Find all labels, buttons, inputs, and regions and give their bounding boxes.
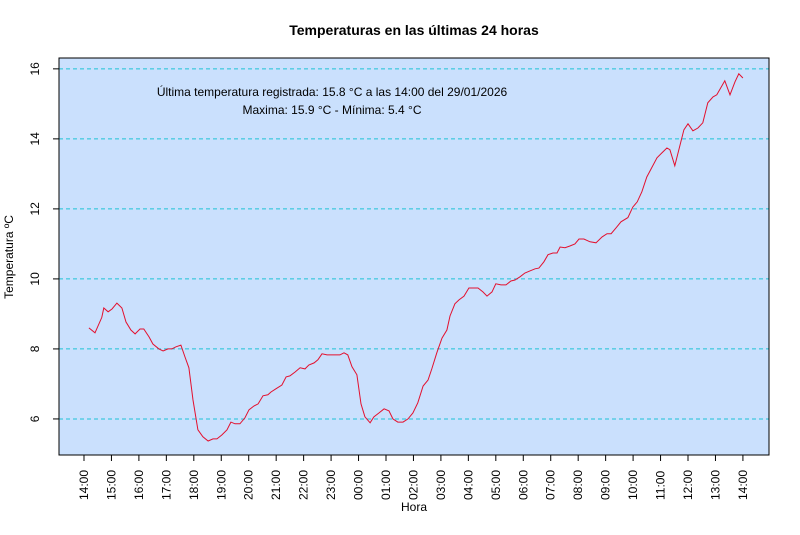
x-tick-label: 04:00 bbox=[461, 470, 475, 500]
x-axis: 14:00 15:00 16:00 17:00 18:00 19:00 20:00 21:00… bbox=[77, 454, 750, 500]
x-tick-label: 22:00 bbox=[297, 470, 311, 500]
y-tick-label: 6 bbox=[28, 415, 42, 422]
y-tick-label: 8 bbox=[28, 345, 42, 352]
x-tick-label: 12:00 bbox=[681, 470, 695, 500]
x-tick-label: 05:00 bbox=[489, 470, 503, 500]
x-tick-label: 01:00 bbox=[379, 470, 393, 500]
x-tick-label: 02:00 bbox=[406, 470, 420, 500]
temperature-line bbox=[88, 72, 744, 442]
x-tick-label: 23:00 bbox=[324, 470, 338, 500]
x-tick-label: 16:00 bbox=[132, 470, 146, 500]
x-tick-label: 17:00 bbox=[159, 470, 173, 500]
y-axis: 6 8 10 12 14 16 bbox=[28, 62, 60, 422]
annotation-last-temp: Última temperatura registrada: 15.8 °C a… bbox=[157, 84, 508, 99]
x-tick-label: 06:00 bbox=[516, 470, 530, 500]
x-tick-label: 10:00 bbox=[626, 470, 640, 500]
x-axis-label: Hora bbox=[401, 500, 427, 514]
x-tick-label: 14:00 bbox=[736, 470, 750, 500]
x-tick-label: 15:00 bbox=[104, 470, 118, 500]
y-tick-label: 12 bbox=[28, 202, 42, 216]
annotation-max-min: Maxima: 15.9 °C - Mínima: 5.4 °C bbox=[243, 103, 422, 117]
x-tick-label: 08:00 bbox=[571, 470, 585, 500]
x-tick-label: 09:00 bbox=[599, 470, 613, 500]
x-tick-label: 14:00 bbox=[77, 470, 91, 500]
x-tick-label: 19:00 bbox=[214, 470, 228, 500]
x-tick-label: 20:00 bbox=[242, 470, 256, 500]
x-tick-label: 07:00 bbox=[544, 470, 558, 500]
x-tick-label: 21:00 bbox=[269, 470, 283, 500]
y-axis-label: Temperatura ºC bbox=[2, 215, 16, 299]
y-tick-label: 10 bbox=[28, 272, 42, 286]
chart-title: Temperaturas en las últimas 24 horas bbox=[289, 22, 539, 38]
x-tick-label: 11:00 bbox=[654, 471, 668, 500]
x-tick-label: 00:00 bbox=[352, 470, 366, 500]
plot-area bbox=[58, 57, 770, 456]
x-tick-label: 03:00 bbox=[434, 470, 448, 500]
x-tick-label: 18:00 bbox=[187, 470, 201, 500]
x-tick-label: 13:00 bbox=[708, 470, 722, 500]
y-tick-label: 16 bbox=[28, 62, 42, 76]
y-tick-label: 14 bbox=[28, 132, 42, 146]
grid-lines bbox=[59, 68, 769, 420]
